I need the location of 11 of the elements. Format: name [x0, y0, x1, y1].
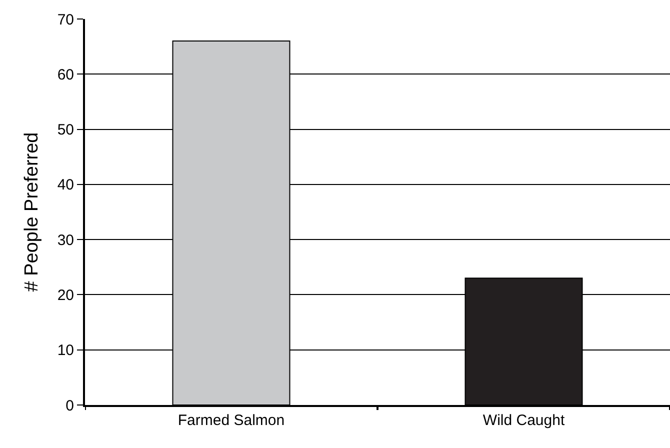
x-tick-label: Wild Caught [482, 412, 566, 429]
y-tick-label: 40 [57, 176, 74, 194]
y-tick-label: 50 [57, 122, 74, 139]
y-axis-title: # People Preferred [22, 132, 43, 292]
y-tick-label: 60 [57, 66, 74, 84]
y-tick-label: 70 [57, 11, 74, 28]
x-tick-label: Farmed Salmon [178, 412, 285, 429]
y-tick-label: 0 [66, 397, 74, 414]
y-tick-label: 20 [57, 286, 74, 304]
y-tick-label: 30 [57, 232, 74, 249]
y-tick-label: 10 [57, 342, 74, 360]
